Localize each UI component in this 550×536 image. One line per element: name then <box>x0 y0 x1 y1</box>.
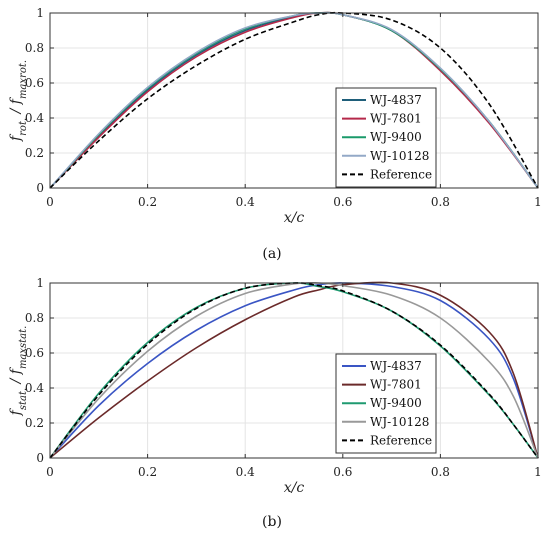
x-axis-label: x/c <box>284 210 305 226</box>
y-axis-label: fstat. / fmaxstat. <box>8 326 29 417</box>
legend-entry: WJ-9400 <box>370 130 422 144</box>
series-line-reference <box>49 11 539 189</box>
legend-entry: WJ-7801 <box>370 112 422 126</box>
x-tick-label: 0 <box>46 195 54 209</box>
x-tick-label: 0.6 <box>333 195 352 209</box>
x-tick-label: 0.4 <box>236 195 255 209</box>
chart-panel-1: 0 0.2 0.4 0.6 0.8 1 0 0.2 0.4 0.6 0.8 1 x/c frot. / f… <box>8 6 542 262</box>
series-line-wj-4837 <box>49 282 539 459</box>
panel-caption: (b) <box>262 514 282 530</box>
legend-entry: WJ-10128 <box>370 149 429 163</box>
y-tick-label: 0.4 <box>25 381 44 395</box>
y-tick-label: 0.2 <box>25 146 44 160</box>
y-tick-label: 0.4 <box>25 111 44 125</box>
x-tick-label: 0.2 <box>138 195 157 209</box>
y-tick-label: 0.2 <box>25 416 44 430</box>
series-line-wj-7801 <box>49 281 539 459</box>
y-tick-label: 1 <box>36 276 44 290</box>
x-tick-label: 0 <box>46 465 54 479</box>
chart-panel-2: 0 0.2 0.4 0.6 0.8 1 0 0.2 0.4 0.6 0.8 1 x/c fstat. / … <box>8 276 542 530</box>
legend: WJ-4837 WJ-7801 WJ-9400 WJ-10128 Reference <box>335 353 437 454</box>
y-tick-label: 0.6 <box>25 76 44 90</box>
y-tick-label: 1 <box>36 6 44 20</box>
legend-entry: WJ-7801 <box>370 378 422 392</box>
x-tick-label: 1 <box>534 195 542 209</box>
legend-entry: WJ-9400 <box>370 396 422 410</box>
y-tick-label: 0.6 <box>25 346 44 360</box>
x-axis-label: x/c <box>284 480 305 496</box>
axes-box <box>49 282 539 459</box>
legend-entry: WJ-4837 <box>370 93 422 107</box>
x-tick-label: 0.2 <box>138 465 157 479</box>
legend-entry: WJ-4837 <box>370 359 422 373</box>
legend-entry: WJ-10128 <box>370 415 429 429</box>
x-tick-label: 0.6 <box>333 465 352 479</box>
x-tick-label: 0.8 <box>431 465 450 479</box>
x-tick-label: 0.8 <box>431 195 450 209</box>
y-tick-label: 0.8 <box>25 311 44 325</box>
y-axis-label: frot. / fmaxrot. <box>8 60 29 142</box>
x-tick-label: 0.4 <box>236 465 255 479</box>
y-tick-label: 0.8 <box>25 41 44 55</box>
legend-entry: Reference <box>370 167 432 181</box>
panel-caption: (a) <box>262 246 281 262</box>
legend: WJ-4837 WJ-7801 WJ-9400 WJ-10128 Reference <box>335 87 437 188</box>
plot-area <box>50 283 538 458</box>
series-line-reference <box>49 282 539 459</box>
y-tick-label: 0 <box>36 451 44 465</box>
y-tick-label: 0 <box>36 181 44 195</box>
x-tick-label: 1 <box>534 465 542 479</box>
axes-box <box>49 12 539 189</box>
legend-entry: Reference <box>370 433 432 447</box>
plot-area <box>50 13 538 188</box>
